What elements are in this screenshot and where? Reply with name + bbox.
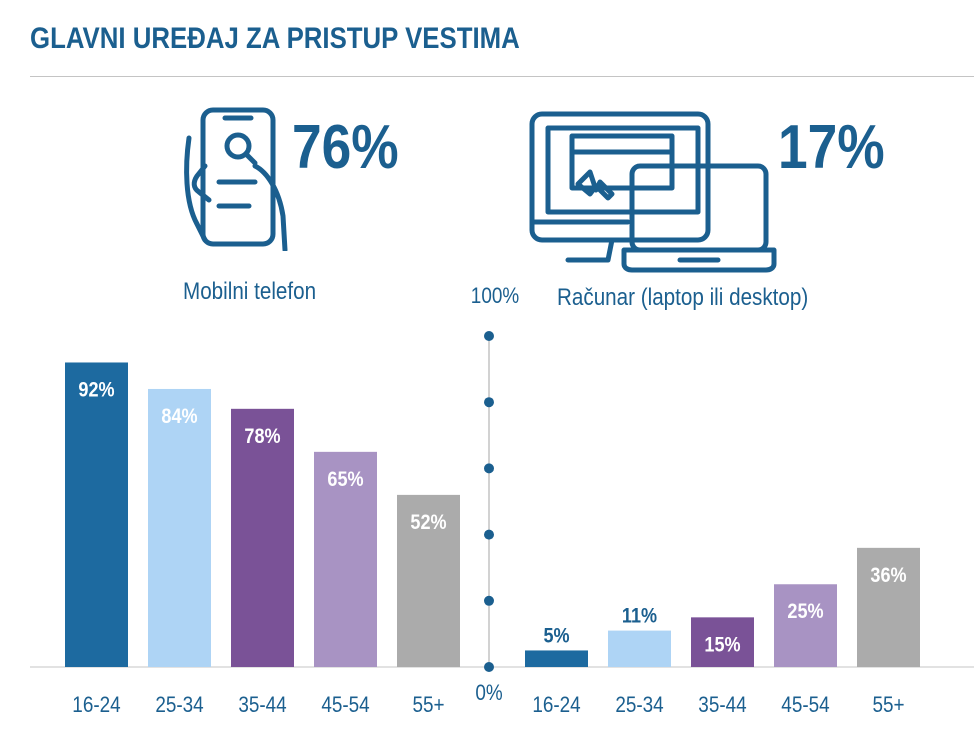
data-label: 84% — [161, 405, 197, 429]
mobile-percentage: 76% — [292, 113, 399, 182]
x-tick-label: 55+ — [412, 693, 444, 718]
bar — [857, 547, 920, 667]
computer-percentage: 17% — [778, 113, 885, 182]
bar — [231, 408, 294, 667]
data-label: 11% — [622, 604, 657, 628]
x-tick-label: 35-44 — [238, 693, 286, 718]
data-label: 25% — [787, 600, 823, 624]
y-axis-dot — [484, 662, 494, 672]
bar — [65, 362, 128, 667]
y-axis-dot — [484, 595, 494, 606]
x-tick-label: 45-54 — [781, 693, 829, 718]
chart-title: GLAVNI UREĐAJ ZA PRISTUP VESTIMA — [30, 22, 520, 55]
bar — [774, 584, 837, 667]
x-tick-label: 45-54 — [321, 693, 369, 718]
data-label: 52% — [410, 511, 446, 535]
x-tick-label: 16-24 — [72, 693, 120, 718]
x-tick-label: 55+ — [872, 693, 904, 718]
y-axis-dot — [484, 463, 494, 474]
bar — [314, 451, 377, 667]
bar — [691, 617, 754, 667]
bar — [525, 650, 588, 667]
y-axis-dot — [484, 331, 494, 341]
data-label: 92% — [78, 378, 114, 402]
data-label: 5% — [543, 624, 569, 648]
bar — [397, 494, 460, 667]
x-tick-label: 25-34 — [155, 693, 203, 718]
mobile-label: Mobilni telefon — [183, 278, 317, 305]
bar — [608, 630, 671, 667]
x-tick-label: 25-34 — [615, 693, 663, 718]
smartphone-hand-icon — [184, 107, 288, 251]
data-label: 15% — [704, 633, 740, 657]
data-label: 65% — [327, 468, 363, 492]
computer-label: Računar (laptop ili desktop) — [557, 284, 809, 311]
y-tick-label: 0% — [475, 681, 502, 706]
bar — [148, 388, 211, 667]
data-label: 36% — [870, 564, 906, 588]
y-tick-label: 100% — [471, 284, 519, 309]
x-tick-label: 35-44 — [698, 693, 746, 718]
y-axis-dot — [484, 397, 494, 408]
x-tick-label: 16-24 — [532, 693, 580, 718]
y-axis-dot — [484, 529, 494, 540]
title-divider — [30, 76, 974, 77]
data-label: 78% — [244, 425, 280, 449]
computer-laptop-icon — [529, 111, 777, 273]
